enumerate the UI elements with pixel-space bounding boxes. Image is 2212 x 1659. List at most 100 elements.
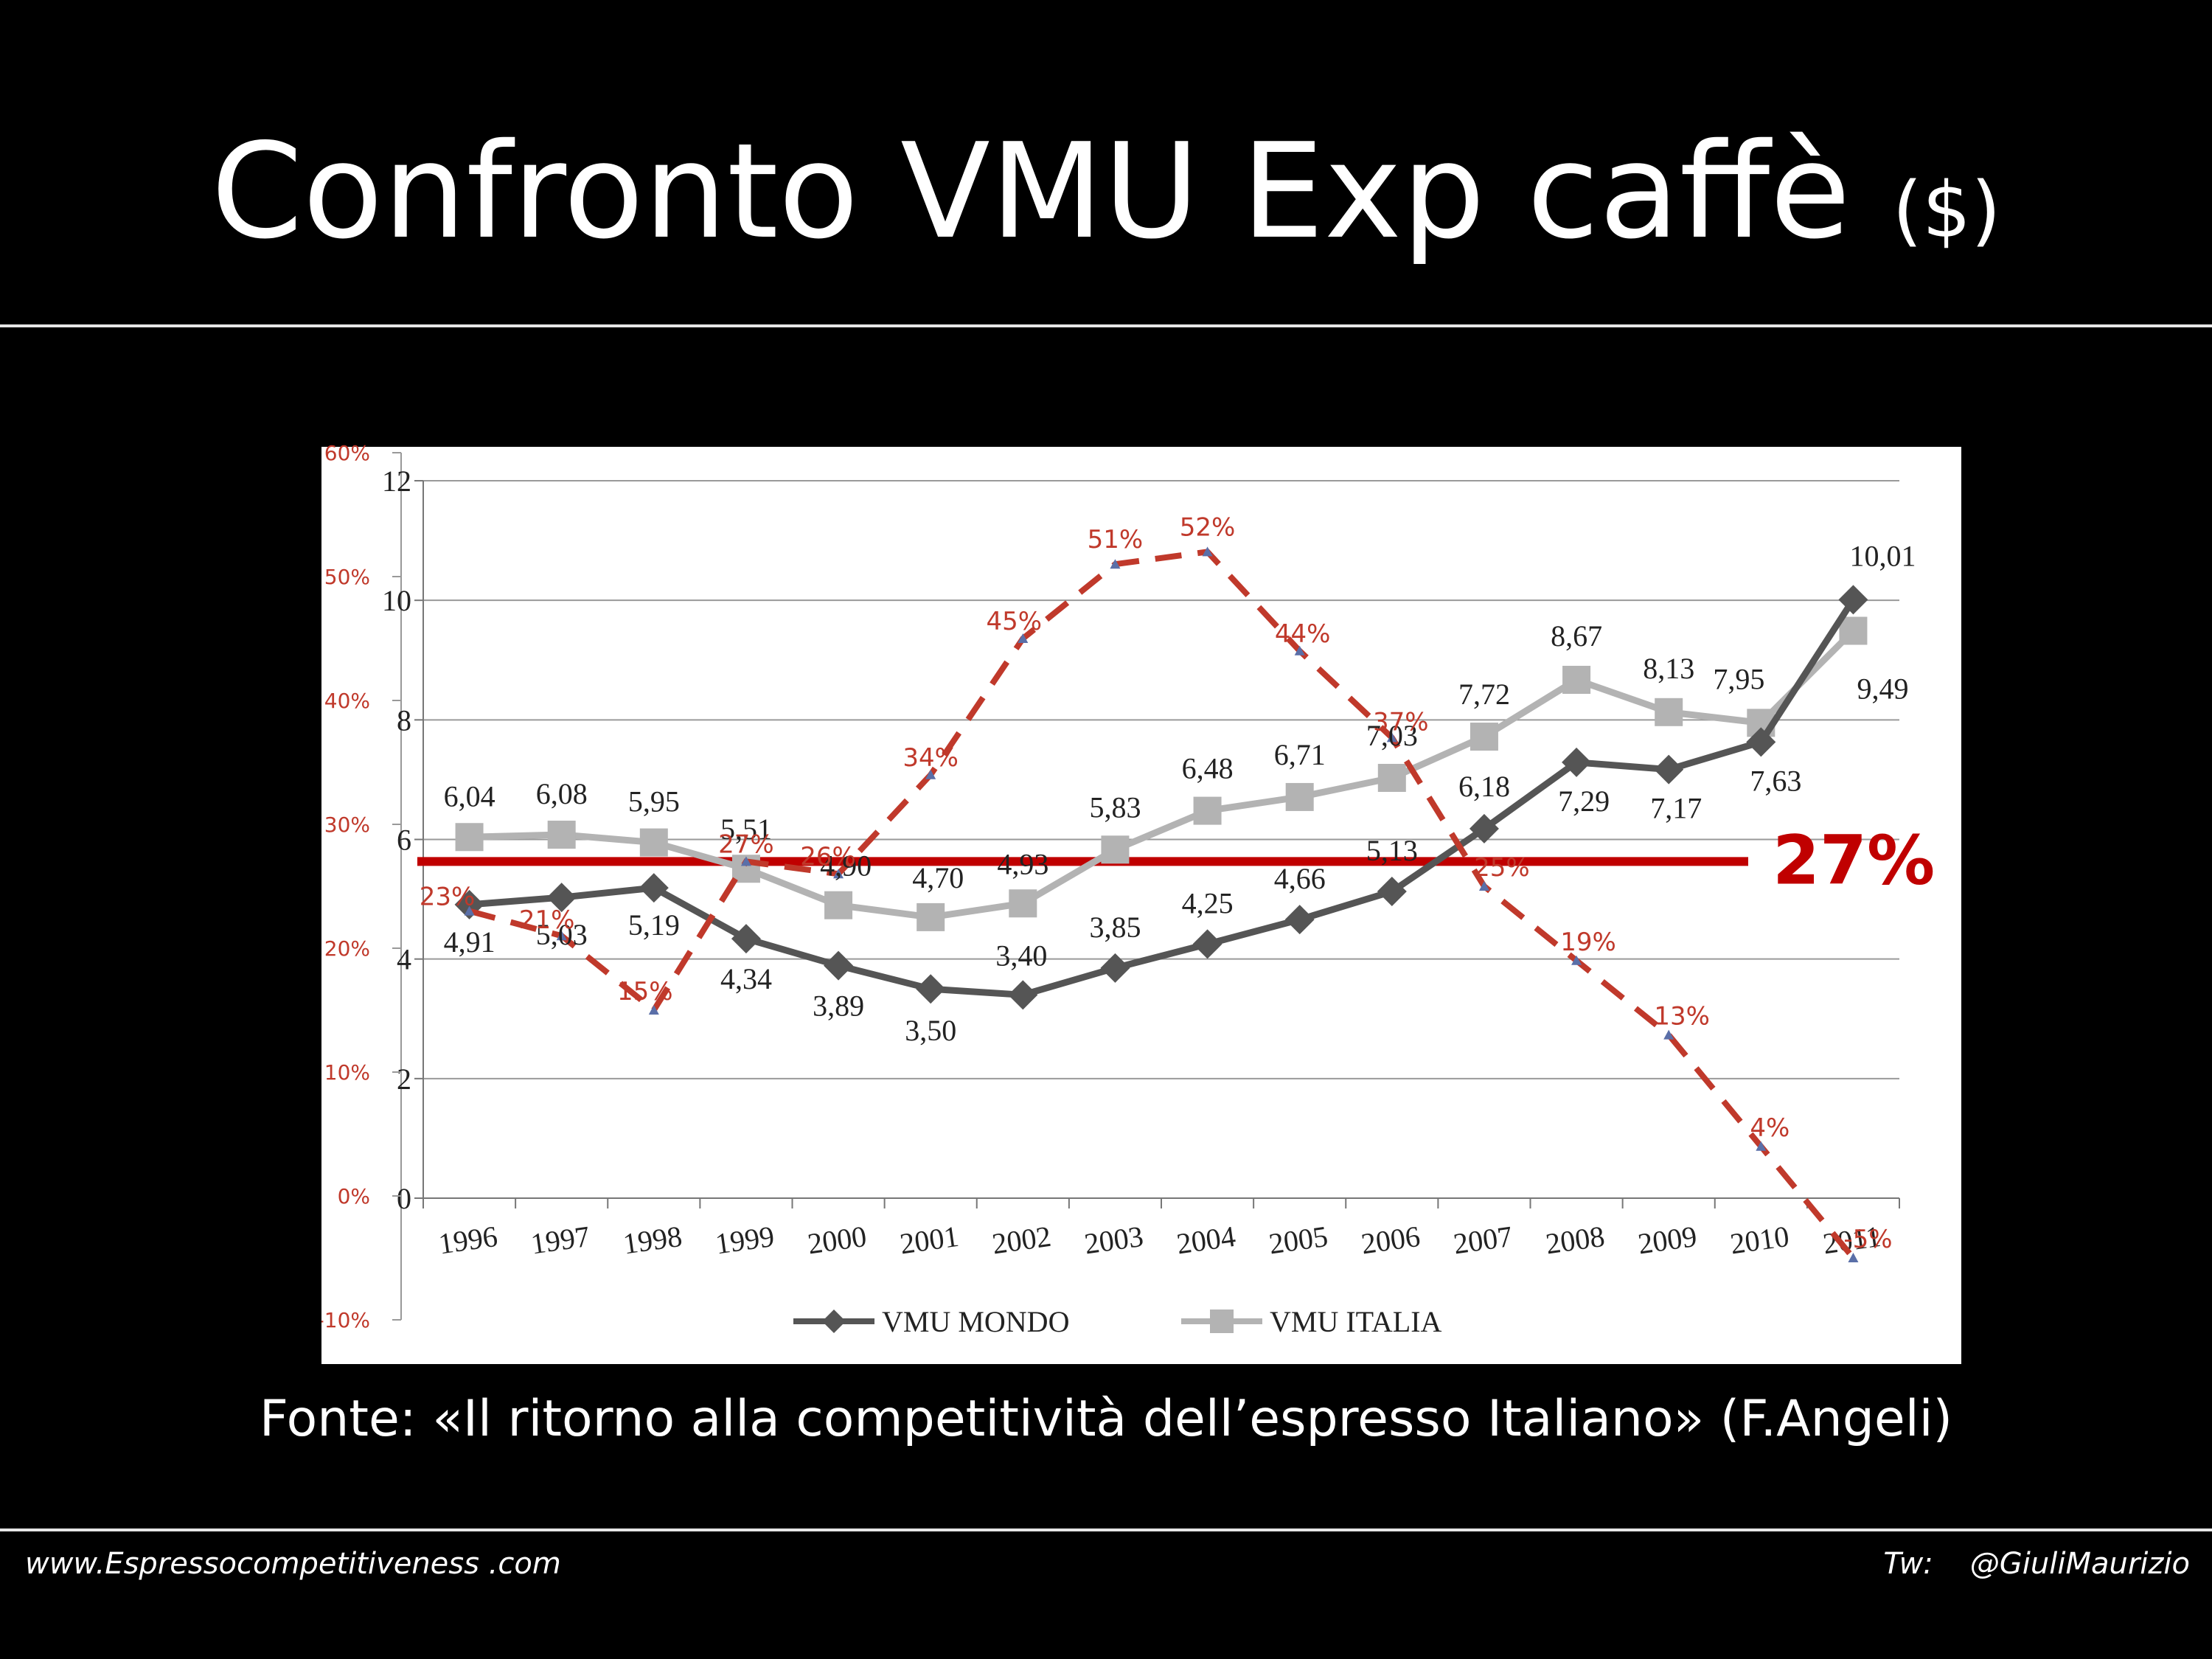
- marker-growth-percent: [740, 856, 751, 866]
- data-label-growth-percent: -5%: [1843, 1225, 1892, 1254]
- y2-tick-label: 20%: [324, 936, 370, 961]
- data-label-vmu-italia: 6,04: [444, 779, 495, 813]
- marker-growth-percent: [1202, 546, 1213, 557]
- average-line-group: 27%: [417, 821, 1935, 900]
- marker-growth-percent: [925, 769, 936, 779]
- marker-vmu-italia: [1655, 698, 1683, 726]
- chart-container: 0 2 4 6 8 10 12 -10% 0% 10% 20% 30% 40% 50% 60% 1996 199…: [321, 442, 1961, 1367]
- marker-vmu-italia: [1009, 889, 1037, 918]
- y2-tick-label: 0%: [338, 1184, 370, 1208]
- marker-vmu-italia: [824, 891, 853, 919]
- marker-vmu-mondo: [824, 950, 854, 981]
- source-caption: Fonte: «Il ritorno alla competitività de…: [259, 1390, 1953, 1448]
- data-label-growth-percent: 37%: [1373, 707, 1429, 737]
- marker-vmu-mondo: [1838, 585, 1868, 615]
- x-tick-label: 1997: [529, 1220, 591, 1261]
- slide-title: Confronto VMU Exp caffè ($): [0, 111, 2212, 291]
- data-label-vmu-mondo: 7,63: [1750, 764, 1801, 797]
- data-label-vmu-italia: 9,49: [1857, 672, 1908, 706]
- marker-vmu-mondo: [1100, 953, 1130, 983]
- data-label-vmu-italia: 5,83: [1089, 790, 1141, 824]
- footer-tw-label: Tw:: [1883, 1547, 1933, 1581]
- marker-vmu-mondo: [731, 924, 761, 954]
- y2-tick-label: -10%: [321, 1308, 370, 1332]
- marker-vmu-mondo: [1654, 754, 1684, 785]
- y-tick-label: 8: [397, 703, 411, 737]
- x-tick-label: 2007: [1451, 1220, 1514, 1261]
- chart-legend: VMU MONDO VMU ITALIA: [793, 1305, 1442, 1338]
- data-label-vmu-italia: 6,48: [1182, 752, 1234, 785]
- chart-gridlines: [423, 480, 1899, 1079]
- data-label-growth-percent: 27%: [718, 830, 774, 859]
- data-label-vmu-mondo: 6,18: [1458, 770, 1510, 803]
- y-tick-label: 2: [397, 1062, 411, 1096]
- marker-vmu-mondo: [1746, 727, 1776, 757]
- data-label-growth-percent: 26%: [800, 842, 856, 872]
- y-tick-label: 0: [397, 1182, 411, 1215]
- marker-growth-percent: [556, 931, 567, 941]
- y2-tick-label: 10%: [324, 1060, 370, 1085]
- marker-vmu-italia: [1377, 763, 1406, 792]
- y2-tick-label: 60%: [324, 442, 370, 465]
- data-label-growth-percent: 51%: [1088, 525, 1144, 554]
- top-divider: [0, 324, 2212, 327]
- series-line-growth-percent: [468, 549, 1856, 1260]
- data-label-vmu-italia: 5,95: [628, 785, 680, 818]
- data-label-growth-percent: 21%: [519, 905, 575, 935]
- data-label-vmu-italia: 6,71: [1274, 738, 1326, 771]
- data-label-vmu-italia: 7,72: [1458, 678, 1510, 711]
- y2-tick-label: 50%: [324, 565, 370, 589]
- data-label-growth-percent: 44%: [1275, 619, 1331, 649]
- data-label-vmu-mondo: 4,25: [1182, 886, 1234, 919]
- chart-series: [454, 546, 1868, 1262]
- x-tick-label: 2010: [1728, 1220, 1791, 1261]
- marker-growth-percent: [1018, 633, 1029, 643]
- x-tick-label: 1998: [621, 1220, 684, 1261]
- marker-vmu-italia: [917, 902, 945, 931]
- footer-website: www.Espressocompetitiveness .com: [25, 1547, 561, 1581]
- data-label-vmu-mondo: 3,50: [905, 1014, 956, 1047]
- title-text: Confronto VMU Exp caffè: [211, 115, 1851, 268]
- marker-vmu-italia: [1562, 666, 1591, 695]
- data-label-vmu-italia: 4,70: [912, 861, 964, 894]
- marker-vmu-italia: [1470, 723, 1498, 751]
- legend-marker-vmu-italia: [1210, 1310, 1234, 1333]
- marker-vmu-italia: [1839, 616, 1868, 645]
- chart-svg: 0 2 4 6 8 10 12 -10% 0% 10% 20% 30% 40% 50% 60% 1996 199…: [321, 442, 1961, 1367]
- marker-growth-percent: [1386, 732, 1397, 742]
- y2-tick-label: 30%: [324, 813, 370, 837]
- data-label-vmu-mondo: 4,91: [444, 925, 495, 959]
- data-label-vmu-mondo: 3,40: [995, 939, 1047, 972]
- x-tick-label: 2002: [990, 1220, 1053, 1261]
- marker-vmu-italia: [455, 823, 484, 852]
- marker-growth-percent: [1848, 1253, 1859, 1262]
- data-label-vmu-mondo: 4,66: [1274, 862, 1326, 895]
- data-label-growth-percent: 13%: [1654, 1002, 1710, 1032]
- title-unit: ($): [1892, 165, 2001, 255]
- data-label-growth-percent: 15%: [617, 977, 673, 1006]
- legend-label-vmu-mondo: VMU MONDO: [882, 1305, 1069, 1338]
- data-label-growth-percent: 34%: [902, 743, 959, 773]
- y2-tick-label: 40%: [324, 689, 370, 713]
- data-label-growth-percent: 23%: [420, 883, 476, 912]
- x-tick-label: 2003: [1082, 1220, 1145, 1261]
- y-tick-label: 10: [382, 584, 411, 617]
- average-line-label: 27%: [1773, 821, 1935, 900]
- data-label-vmu-italia: 4,90: [820, 849, 872, 883]
- marker-vmu-mondo: [1562, 747, 1592, 777]
- data-label-vmu-mondo: 7,29: [1558, 785, 1610, 818]
- marker-vmu-italia: [547, 821, 576, 849]
- footer-twitter: Tw: @GiuliMaurizio: [1846, 1547, 2190, 1581]
- marker-growth-percent: [1571, 955, 1582, 965]
- data-label-vmu-italia: 8,13: [1643, 652, 1694, 685]
- x-tick-label: 2000: [805, 1220, 868, 1261]
- marker-vmu-mondo: [546, 883, 577, 913]
- data-label-growth-percent: 45%: [987, 607, 1043, 636]
- chart-axes: 0 2 4 6 8 10 12 -10% 0% 10% 20% 30% 40% 50% 60% 1996 199…: [321, 442, 1900, 1332]
- marker-vmu-italia: [639, 828, 668, 857]
- data-label-vmu-italia: 6,08: [536, 777, 588, 810]
- marker-vmu-italia: [1285, 782, 1314, 811]
- y-tick-label: 12: [382, 465, 411, 498]
- marker-growth-percent: [1663, 1029, 1674, 1040]
- data-label-vmu-mondo: 7,17: [1650, 792, 1702, 825]
